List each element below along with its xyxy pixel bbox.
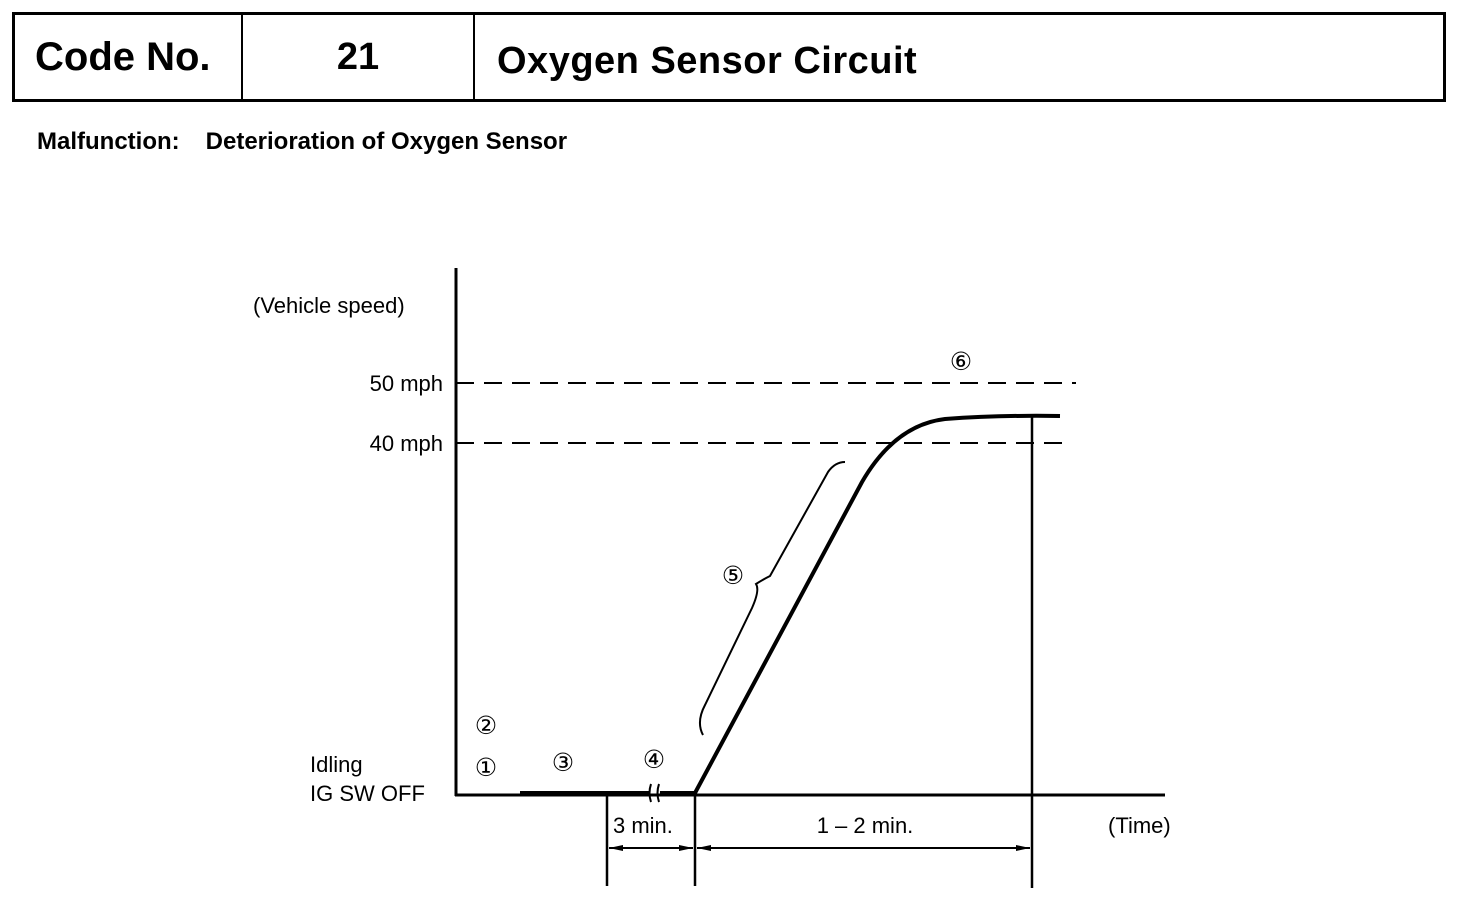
step-1-marker: ① xyxy=(475,753,497,782)
step-4-marker: ④ xyxy=(643,745,665,774)
step-6-marker: ⑥ xyxy=(950,347,972,376)
duration-3min-label: 3 min. xyxy=(613,813,673,838)
code-title: Oxygen Sensor Circuit xyxy=(497,39,918,82)
break-mark xyxy=(648,783,660,803)
level-label-50mph: 50 mph xyxy=(370,371,443,396)
x-axis-label: (Time) xyxy=(1108,813,1171,838)
code-value: 21 xyxy=(243,15,475,99)
code-label: Code No. xyxy=(15,15,243,99)
ig-sw-off-label: IG SW OFF xyxy=(310,781,425,806)
step-5-marker: ⑤ xyxy=(722,561,744,590)
idling-label: Idling xyxy=(310,752,363,777)
duration-accel-label: 1 – 2 min. xyxy=(817,813,914,838)
code-header: Code No. 21 Oxygen Sensor Circuit xyxy=(12,12,1446,102)
step-3-marker: ③ xyxy=(552,748,574,777)
malfunction-label: Malfunction: xyxy=(37,128,180,155)
brace-step5 xyxy=(699,461,846,736)
y-axis-label: (Vehicle speed) xyxy=(253,293,405,318)
malfunction-line: Malfunction: Deterioration of Oxygen Sens… xyxy=(37,128,567,156)
malfunction-text: Deterioration of Oxygen Sensor xyxy=(205,128,568,155)
speed-curve xyxy=(693,413,1061,794)
level-label-40mph: 40 mph xyxy=(370,431,443,456)
step-2-marker: ② xyxy=(475,711,497,740)
